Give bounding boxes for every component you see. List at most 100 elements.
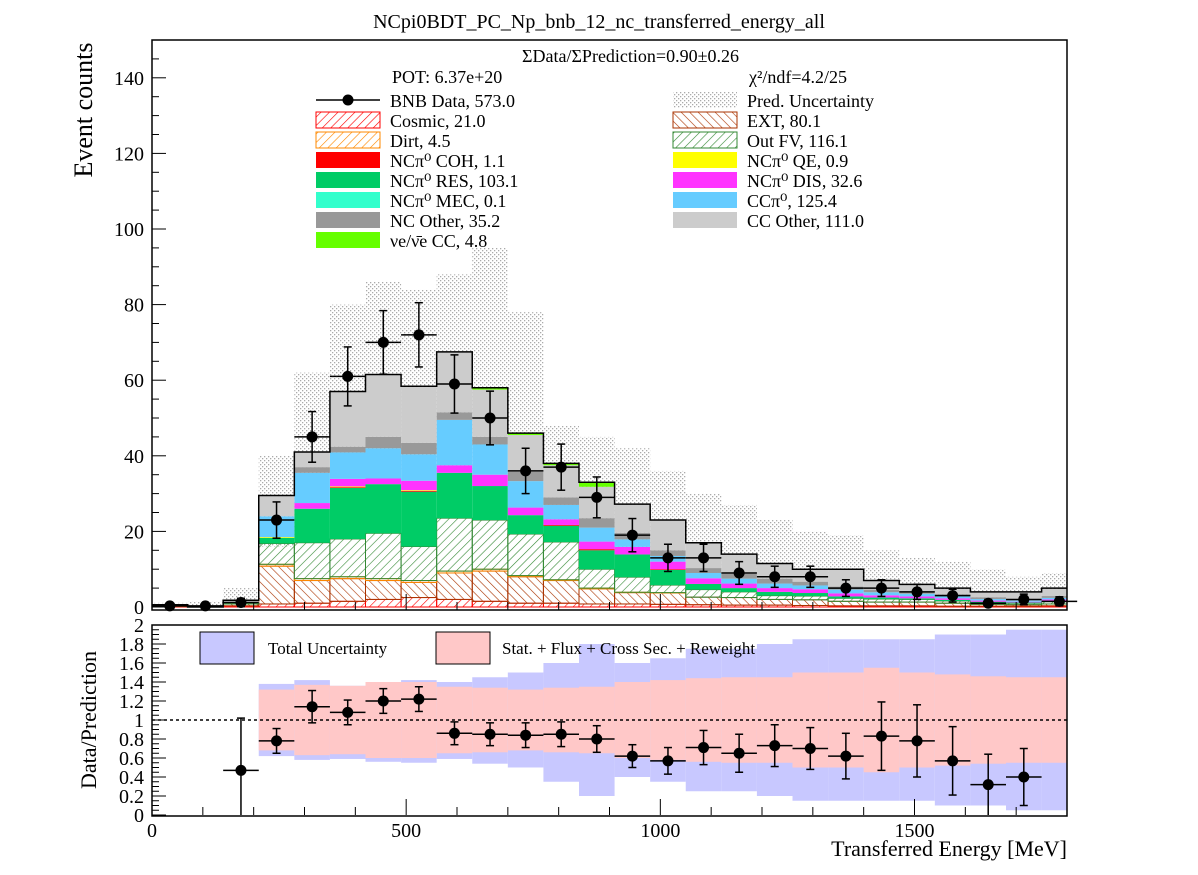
bar-outfv xyxy=(756,595,794,600)
y-tick-label: 40 xyxy=(124,446,144,468)
ratio-y-tick-label: 0.8 xyxy=(119,729,144,751)
ratio-point xyxy=(579,724,615,754)
bar-dis xyxy=(436,465,473,473)
bar-outfv xyxy=(258,542,295,565)
bar-outfv xyxy=(293,542,331,580)
bar-outfv xyxy=(720,591,758,599)
x-tick-label: 1500 xyxy=(895,820,935,842)
bar-cosmic xyxy=(436,598,473,608)
bar-outfv xyxy=(649,584,687,594)
bar-dis xyxy=(401,480,437,491)
bar-ccpi0 xyxy=(329,452,366,479)
legend-entry-res: NCπ⁰ RES, 103.1 xyxy=(316,171,518,191)
bar-ccother xyxy=(970,591,1006,598)
bar-dis xyxy=(365,478,402,485)
bar-ext xyxy=(436,572,473,600)
bar-coh xyxy=(329,487,366,488)
bar-ext xyxy=(471,570,509,602)
bar-dis xyxy=(756,588,793,592)
ratio-point xyxy=(792,726,829,771)
bar-ccother xyxy=(828,569,864,587)
bar-ext xyxy=(863,601,900,607)
bar-cosmic xyxy=(471,600,509,608)
bar-ccother xyxy=(365,374,402,437)
ratio-point xyxy=(934,725,971,796)
bar-ccpi0 xyxy=(401,454,437,481)
legend-label: Out FV, 116.1 xyxy=(747,131,848,151)
ratio-point xyxy=(223,717,259,815)
bar-dis xyxy=(792,589,829,594)
bar-ext xyxy=(293,580,331,604)
data-point xyxy=(401,301,437,368)
legend-label: Cosmic, 21.0 xyxy=(390,111,486,131)
y-tick-label: 60 xyxy=(124,370,144,392)
bar-res xyxy=(828,596,864,599)
bar-cosmic xyxy=(542,602,580,608)
bar-res xyxy=(614,554,651,578)
ratio-y-tick-label: 0.4 xyxy=(119,767,144,789)
bar-ncother xyxy=(543,497,579,505)
ratio-point xyxy=(329,699,366,726)
ratio-point xyxy=(401,686,437,713)
bar-qe xyxy=(401,490,437,491)
x-tick-label: 1000 xyxy=(640,820,680,842)
bar-outfv xyxy=(507,533,544,577)
y-tick-label: 0 xyxy=(134,597,144,619)
x-axis-label: Transferred Energy [MeV] xyxy=(831,836,1067,861)
ratio-point xyxy=(970,753,1006,815)
bar-res xyxy=(507,515,544,535)
data-point xyxy=(436,354,473,414)
bar-dis xyxy=(294,503,330,509)
bar-ext xyxy=(685,596,722,606)
data-point xyxy=(472,390,508,446)
y-tick-label: 100 xyxy=(114,219,144,241)
bar-ccpi0 xyxy=(1041,597,1067,600)
bar-qe xyxy=(329,486,366,488)
bar-ccpi0 xyxy=(436,419,473,466)
data-point xyxy=(365,309,402,375)
ratio-point xyxy=(863,701,900,772)
bar-res xyxy=(650,569,686,586)
bar-nue xyxy=(472,387,508,390)
ratio-point xyxy=(685,729,722,766)
legend-entry-mec: NCπ⁰ MEC, 0.1 xyxy=(316,191,506,211)
data-point xyxy=(792,565,829,589)
bar-ext xyxy=(649,592,687,605)
bar-res xyxy=(792,593,829,597)
data-point xyxy=(721,560,757,586)
uncertainty-bin xyxy=(223,588,259,604)
bar-res xyxy=(294,508,330,543)
ratio-y-tick-label: 1.8 xyxy=(119,634,144,656)
bar-nue xyxy=(507,433,544,436)
ratio-point xyxy=(899,704,935,778)
bar-dis xyxy=(685,578,722,584)
ratio-point xyxy=(294,689,330,724)
data-point xyxy=(507,447,544,495)
legend-label: Pred. Uncertainty xyxy=(747,91,874,111)
data-point xyxy=(828,579,864,598)
bar-res xyxy=(365,484,402,534)
bar-ncother xyxy=(329,446,366,453)
legend-label: NCπ⁰ MEC, 0.1 xyxy=(390,191,506,211)
bar-ccpi0 xyxy=(294,472,330,504)
legend-label: NCπ⁰ DIS, 32.6 xyxy=(747,171,862,191)
bar-outfv xyxy=(436,517,473,572)
bar-res xyxy=(685,583,722,590)
bar-res xyxy=(472,486,508,521)
bar-outfv xyxy=(863,598,900,603)
bar-dis xyxy=(329,478,366,487)
ratio-point xyxy=(650,746,686,775)
ratio-point xyxy=(614,743,651,769)
bar-res xyxy=(258,537,295,544)
legend-entry-ccpi0: CCπ⁰, 125.4 xyxy=(673,191,837,211)
legend-label: νe/ν̄e CC, 4.8 xyxy=(390,231,487,251)
bar-dis xyxy=(721,583,757,589)
bar-ccpi0 xyxy=(365,448,402,479)
data-point xyxy=(223,596,259,608)
bar-ext xyxy=(258,565,295,605)
bar-ccpi0 xyxy=(543,504,579,520)
bar-outfv xyxy=(365,532,402,580)
bar-res xyxy=(401,491,437,547)
bar-res xyxy=(436,472,473,519)
